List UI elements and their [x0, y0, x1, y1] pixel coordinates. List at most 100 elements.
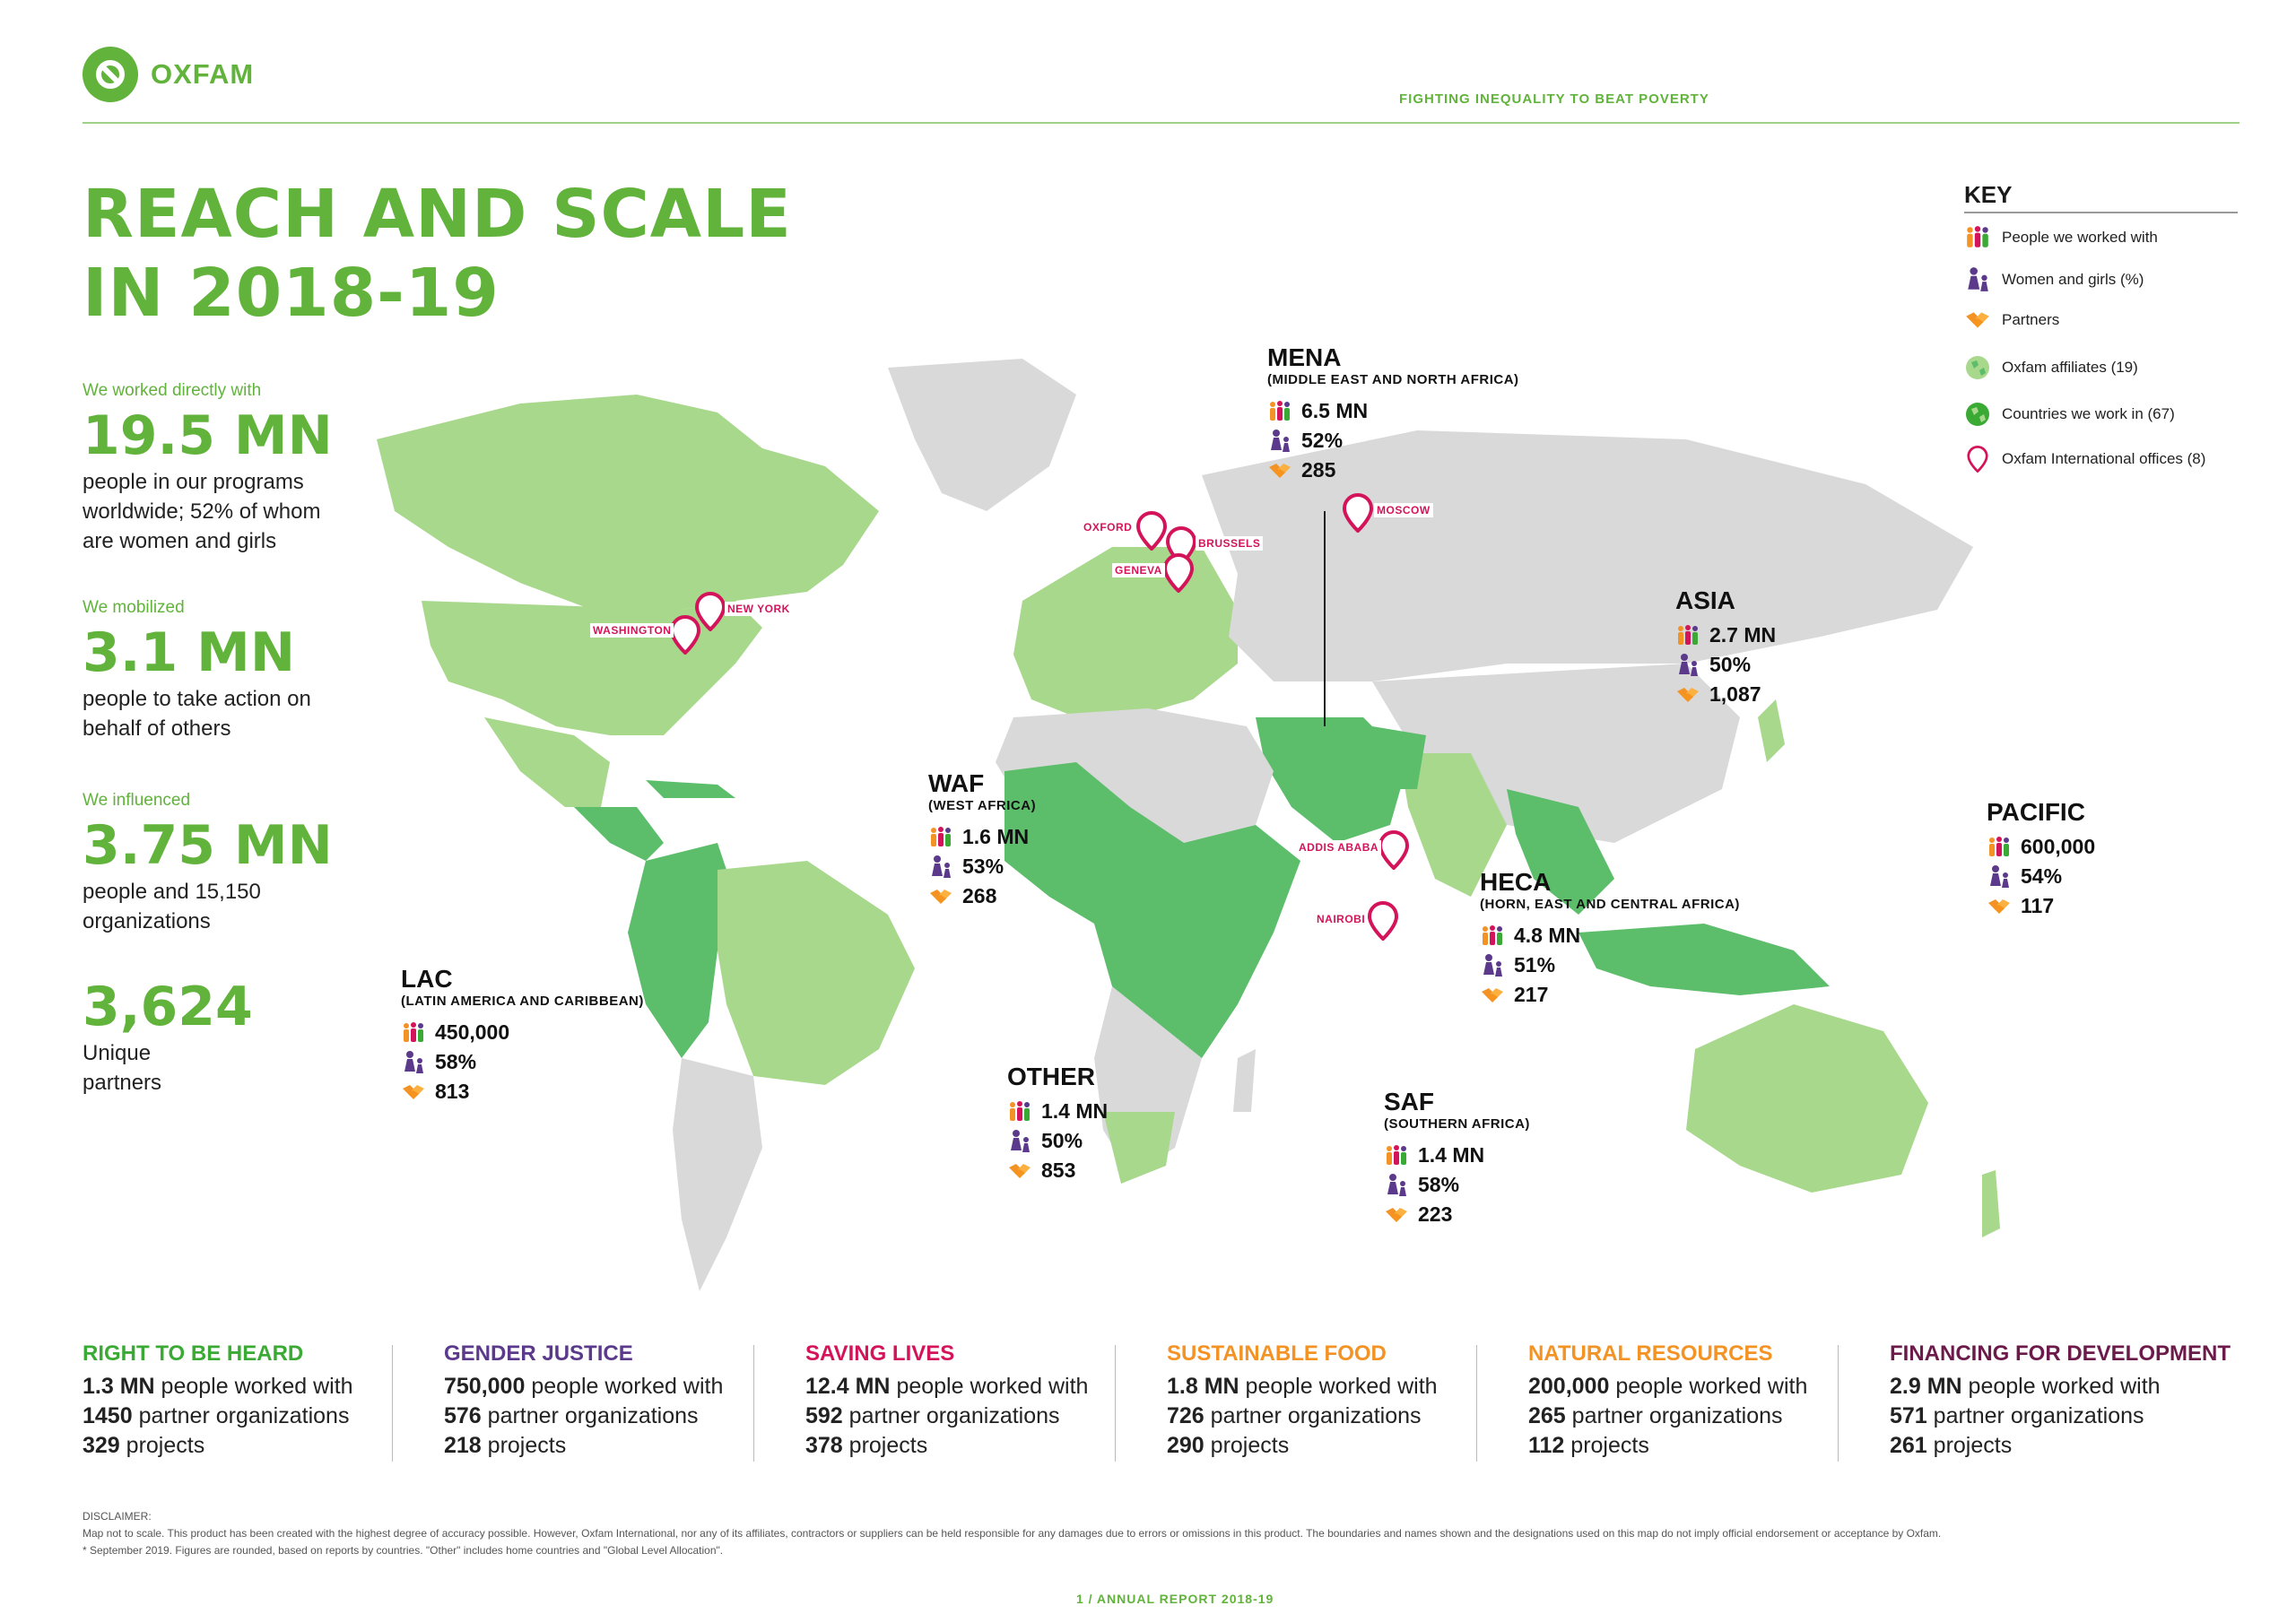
theme-people-label: people worked with — [1615, 1374, 1808, 1399]
stat-text-line: worldwide; 52% of whom — [83, 499, 321, 524]
region-women: 58% — [401, 1047, 644, 1077]
stat-block-mobilized: We mobilized 3.1 MN people to take actio… — [83, 598, 311, 743]
pin-addis-ababa[interactable] — [1378, 829, 1410, 874]
partners-icon — [403, 1084, 424, 1099]
stat-text: Unique partners — [83, 1038, 253, 1098]
region-partners-value: 217 — [1514, 983, 1549, 1006]
pin-new-york[interactable] — [694, 591, 726, 636]
theme-projects-label: projects — [848, 1433, 928, 1458]
region-people-value: 600,000 — [2021, 835, 2096, 858]
pin-nairobi[interactable] — [1367, 900, 1399, 945]
region-people-value: 2.7 MN — [1709, 623, 1777, 647]
key-item-women: Women and girls (%) — [1964, 266, 2144, 293]
women-girls-icon — [1968, 267, 1988, 291]
region-people: 6.5 MN — [1267, 396, 1519, 426]
southeast-asia-shape — [1507, 789, 1614, 915]
region-people-value: 6.5 MN — [1301, 399, 1369, 422]
map-pin-icon — [1367, 900, 1399, 942]
stat-label: We influenced — [83, 791, 191, 810]
key-title: KEY — [1964, 181, 2013, 208]
region-women: 58% — [1384, 1170, 1530, 1200]
region-partners-value: 223 — [1418, 1202, 1453, 1226]
pin-moscow[interactable] — [1342, 492, 1374, 537]
theme-projects-value: 218 — [444, 1433, 482, 1458]
region-people-value: 1.4 MN — [1418, 1143, 1485, 1167]
theme-projects-value: 290 — [1167, 1433, 1205, 1458]
key-item-people: People we worked with — [1964, 224, 2158, 251]
region-heca: HECA (HORN, EAST AND CENTRAL AFRICA) 4.8… — [1480, 868, 1740, 1010]
theme-partners: 1450 partner organizations — [83, 1402, 405, 1431]
region-asia: ASIA 2.7 MN 50% 1,087 — [1675, 586, 1776, 709]
theme-natural-resources: NATURAL RESOURCES 200,000 people worked … — [1528, 1341, 1851, 1461]
partners-icon — [1386, 1207, 1407, 1222]
column-divider — [1476, 1345, 1477, 1462]
region-waf: WAF (WEST AFRICA) 1.6 MN 53% 268 — [928, 769, 1036, 911]
region-partners-value: 285 — [1301, 458, 1336, 482]
indonesia-pacific-shape — [1578, 924, 1830, 995]
stat-text-line: people to take action on — [83, 687, 311, 711]
partners-icon — [1009, 1163, 1031, 1178]
theme-saving-lives: SAVING LIVES 12.4 MN people worked with … — [805, 1341, 1128, 1461]
oxfam-logo: OXFAM — [83, 47, 254, 102]
partners-icon — [930, 889, 952, 904]
stat-text: people and 15,150 organizations — [83, 877, 333, 936]
people-icon — [1989, 836, 2009, 856]
theme-people-label: people worked with — [531, 1374, 724, 1399]
theme-people-value: 12.4 MN — [805, 1374, 891, 1399]
region-people: 4.8 MN — [1480, 921, 1740, 950]
pin-oxford[interactable] — [1135, 510, 1168, 555]
stat-block-partners: 3,624 Unique partners — [83, 977, 253, 1098]
people-icon — [1010, 1100, 1030, 1121]
region-name: HECA — [1480, 868, 1552, 896]
women-girls-icon — [932, 855, 951, 878]
region-name: MENA — [1267, 343, 1342, 371]
key-item-offices: Oxfam International offices (8) — [1964, 446, 2205, 473]
key-item-partners: Partners — [1964, 307, 2059, 334]
region-women: 50% — [1007, 1126, 1108, 1156]
partners-icon — [1966, 312, 1989, 328]
disclaimer-line-2: * September 2019. Figures are rounded, b… — [83, 1544, 724, 1557]
office-label-new-york: NEW YORK — [725, 602, 793, 616]
map-pin-icon — [1162, 552, 1195, 594]
title-line-2: IN 2018-19 — [83, 255, 500, 332]
theme-title: NATURAL RESOURCES — [1528, 1341, 1773, 1366]
region-name: OTHER — [1007, 1063, 1095, 1090]
theme-partners-label: partner organizations — [138, 1403, 350, 1428]
people-icon — [931, 826, 951, 846]
theme-projects: 218 projects — [444, 1431, 767, 1461]
region-women-value: 50% — [1041, 1129, 1083, 1152]
central-america-shape — [574, 807, 664, 861]
office-label-moscow: MOSCOW — [1374, 503, 1433, 517]
region-name: ASIA — [1675, 586, 1735, 614]
tagline: FIGHTING INEQUALITY TO BEAT POVERTY — [1399, 91, 1709, 107]
brazil-shape — [718, 861, 915, 1085]
theme-partners-value: 1450 — [83, 1403, 133, 1428]
russia-shape — [1202, 430, 1973, 681]
theme-people-value: 1.8 MN — [1167, 1374, 1239, 1399]
theme-partners-value: 265 — [1528, 1403, 1566, 1428]
region-partners: 1,087 — [1675, 680, 1776, 709]
central-asia-china-shape — [1372, 664, 1740, 843]
region-people: 2.7 MN — [1675, 621, 1776, 650]
south-america-west-shape — [628, 843, 735, 1058]
theme-projects: 261 projects — [1890, 1431, 2248, 1461]
region-lac: LAC (LATIN AMERICA AND CARIBBEAN) 450,00… — [401, 965, 644, 1107]
title-line-1: REACH AND SCALE — [83, 176, 792, 253]
region-partners: 217 — [1480, 980, 1740, 1010]
theme-people: 750,000 people worked with — [444, 1372, 767, 1402]
stat-text: people to take action on behalf of other… — [83, 684, 311, 743]
pin-geneva[interactable] — [1162, 552, 1195, 597]
women-girls-icon — [1271, 429, 1290, 452]
theme-projects-value: 261 — [1890, 1433, 1927, 1458]
theme-projects-label: projects — [1210, 1433, 1290, 1458]
theme-title: RIGHT TO BE HEARD — [83, 1341, 304, 1366]
theme-people: 1.3 MN people worked with — [83, 1372, 405, 1402]
region-women: 50% — [1675, 650, 1776, 680]
region-partners-value: 813 — [435, 1080, 470, 1103]
key-item-label: Oxfam International offices (8) — [2002, 450, 2206, 467]
region-women-value: 58% — [435, 1050, 477, 1073]
region-people-value: 450,000 — [435, 1020, 510, 1044]
region-women-value: 58% — [1418, 1173, 1460, 1196]
region-name: SAF — [1384, 1088, 1434, 1115]
column-divider — [1838, 1345, 1839, 1462]
